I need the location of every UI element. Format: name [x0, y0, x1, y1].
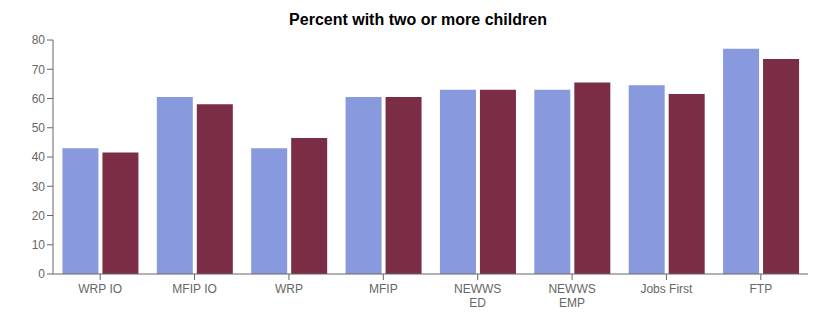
svg-text:20: 20: [32, 209, 46, 223]
svg-text:WRP: WRP: [275, 282, 303, 296]
svg-text:NEWWSEMP: NEWWSEMP: [548, 282, 595, 310]
svg-text:80: 80: [32, 33, 46, 47]
svg-text:FTP: FTP: [749, 282, 772, 296]
svg-text:60: 60: [32, 92, 46, 106]
svg-text:WRP IO: WRP IO: [78, 282, 122, 296]
svg-text:MFIP: MFIP: [369, 282, 398, 296]
svg-text:30: 30: [32, 180, 46, 194]
svg-text:40: 40: [32, 150, 46, 164]
svg-text:0: 0: [38, 267, 45, 281]
svg-text:70: 70: [32, 63, 46, 77]
svg-text:50: 50: [32, 121, 46, 135]
html-text:Percent with two or more child: Percent with two or more children: [289, 11, 547, 28]
svg-text:Jobs First: Jobs First: [640, 282, 693, 296]
svg-text:MFIP IO: MFIP IO: [172, 282, 216, 296]
svg-text:10: 10: [32, 238, 46, 252]
svg-text:NEWWSED: NEWWSED: [454, 282, 501, 310]
